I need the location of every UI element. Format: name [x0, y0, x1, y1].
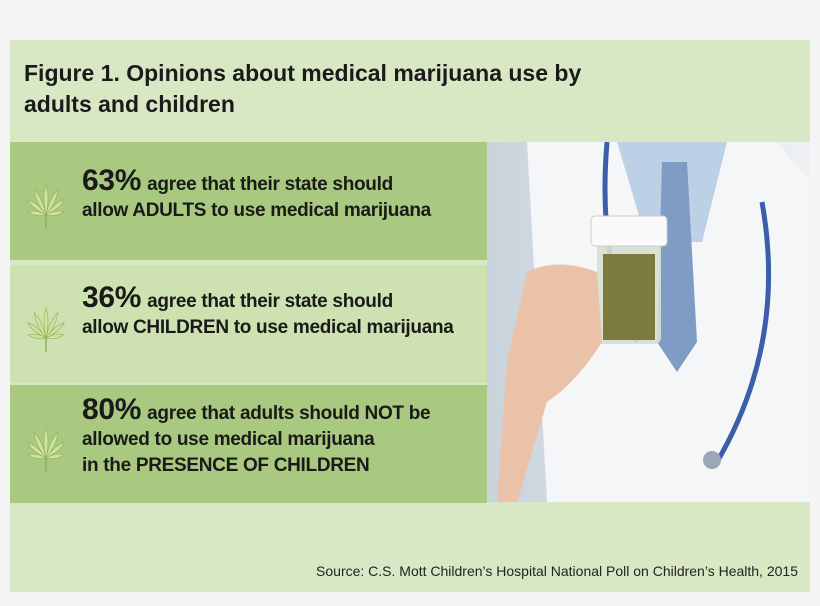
- text-line: in the PRESENCE OF CHILDREN: [82, 453, 430, 479]
- finding-row: 36% agree that their state should allow CH…: [10, 265, 487, 383]
- line-text: in the PRESENCE OF CHILDREN: [82, 455, 370, 476]
- finding-text: 80% agree that adults should NOT be allowe…: [82, 395, 431, 479]
- line-text: allow CHILDREN to use medical marijuana: [82, 317, 454, 338]
- leaf-icon: [16, 294, 76, 354]
- percent: 36%: [82, 281, 142, 314]
- text-line: 80% agree that adults should NOT be: [82, 395, 431, 427]
- text-line: allowed to use medical marijuana: [82, 427, 430, 453]
- leaf-icon: [16, 171, 76, 231]
- text-line: 63% agree that their state should: [82, 166, 431, 198]
- line-text: agree that their state should: [147, 174, 393, 195]
- line-text: agree that adults should NOT be: [147, 403, 431, 424]
- title: Figure 1. Opinions about medical marijua…: [24, 60, 582, 117]
- finding-row: 80% agree that adults should NOT be allowe…: [10, 385, 487, 503]
- percent: 80%: [82, 393, 142, 426]
- line-text: allowed to use medical marijuana: [82, 429, 375, 450]
- leaf-icon: [16, 414, 76, 474]
- source: Source: C.S. Mott Children’s Hospital Na…: [316, 563, 798, 579]
- text-line: allow CHILDREN to use medical marijuana: [82, 315, 454, 341]
- finding-text: 63% agree that their state should allow AD…: [82, 166, 431, 224]
- finding-text: 36% agree that their state should allow CH…: [82, 283, 454, 341]
- percent: 63%: [82, 164, 142, 197]
- line-text: agree that their state should: [147, 291, 393, 312]
- text-line: 36% agree that their state should: [82, 283, 454, 315]
- line-text: allow ADULTS to use medical marijuana: [82, 200, 431, 221]
- text-line: allow ADULTS to use medical marijuana: [82, 198, 431, 224]
- doctor-photo: [487, 142, 810, 502]
- finding-row: 63% agree that their state should allow AD…: [10, 142, 487, 260]
